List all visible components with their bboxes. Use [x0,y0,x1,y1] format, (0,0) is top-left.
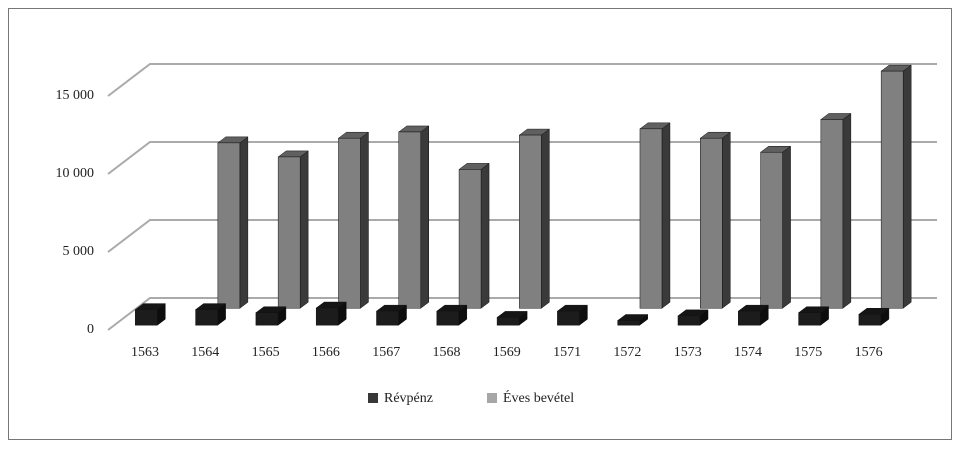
bar [557,310,580,326]
y-tick-label: 0 [87,322,94,337]
bar [315,307,339,326]
bar-side [360,131,369,309]
x-tick-label: 1574 [734,345,762,360]
x-tick-label: 1568 [433,345,461,360]
legend-label: Éves bevétel [503,389,574,406]
grid-line [107,141,937,175]
bar [519,134,542,309]
bar [338,137,361,309]
bar [880,70,904,309]
legend-label: Révpénz [384,391,433,406]
x-tick-label: 1566 [312,345,340,360]
bar-side [541,128,550,309]
x-tick-label: 1575 [794,345,822,360]
grid-line [107,297,937,331]
bar [617,320,640,326]
bar [255,312,279,326]
bar-side [299,150,309,309]
x-tick-label: 1563 [131,345,159,360]
bar-side [661,122,671,309]
bar-side [420,125,430,309]
bar [277,156,301,309]
y-tick-label: 10 000 [56,166,95,181]
bar-side [722,131,731,309]
bar [496,317,520,326]
x-tick-label: 1573 [674,345,702,360]
bar-side [842,112,852,309]
bar [458,169,482,309]
bar [376,310,399,326]
x-tick-label: 1569 [493,345,521,360]
x-tick-label: 1567 [372,345,400,360]
bar [217,142,241,309]
bar [677,315,701,326]
bar [436,310,460,326]
x-tick-label: 1565 [252,345,280,360]
bar [135,309,158,326]
bar [858,314,882,326]
x-tick-label: 1572 [613,345,641,360]
bar [195,309,218,326]
y-tick-label: 15 000 [56,88,95,103]
bar [798,312,821,326]
bar-side [782,145,791,309]
bar [738,310,761,326]
bar-side [239,136,249,309]
legend-swatch [487,393,497,403]
x-tick-label: 1564 [191,345,219,360]
y-tick-label: 5 000 [63,244,95,259]
bar [398,131,422,309]
grid-line [107,63,937,97]
x-tick-label: 1576 [855,345,883,360]
x-tick-label: 1571 [553,345,581,360]
legend-swatch [368,393,378,403]
bar-side [902,64,912,309]
bar-side [480,162,490,309]
bar [820,119,844,309]
bar [700,137,723,309]
bar [760,151,783,309]
grid-line [107,219,937,253]
bar [639,128,663,309]
